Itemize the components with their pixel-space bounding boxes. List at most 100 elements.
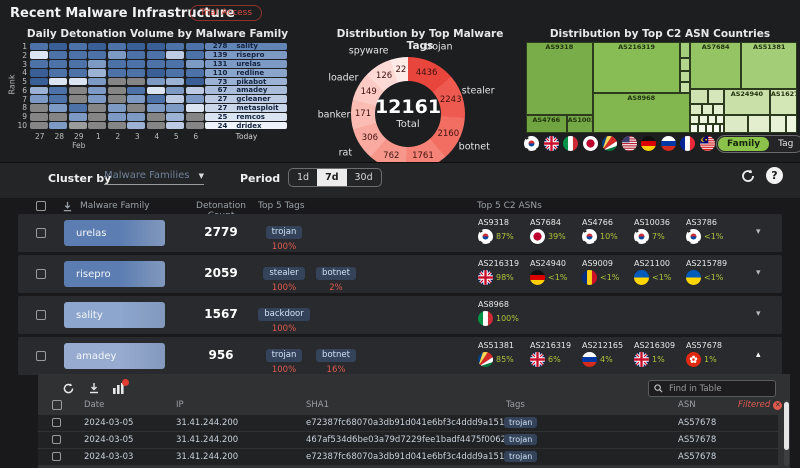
toggle-option-tag[interactable]: Tag xyxy=(778,139,794,149)
asn-name[interactable]: AS9318 xyxy=(478,218,509,227)
heatmap-cell[interactable] xyxy=(49,42,68,51)
heatmap-cell[interactable] xyxy=(127,42,146,51)
heatmap-cell[interactable] xyxy=(88,121,107,130)
asn-name[interactable]: AS21100 xyxy=(634,259,670,268)
asn-name[interactable]: AS24940 xyxy=(530,259,566,268)
treemap-block-as16276[interactable]: AS16276 xyxy=(769,89,797,115)
heatmap-cell[interactable] xyxy=(185,112,204,121)
heatmap-cell[interactable] xyxy=(88,112,107,121)
treemap-block[interactable] xyxy=(723,114,749,133)
heatmap-cell[interactable] xyxy=(127,60,146,68)
asn-name[interactable]: AS3786 xyxy=(686,218,717,227)
heatmap-cell[interactable] xyxy=(68,86,87,95)
family-row-urelas[interactable]: urelas 2779 trojan 100% AS9318 87% AS7684 39% AS… xyxy=(18,214,782,252)
heatmap-cell[interactable] xyxy=(146,121,165,130)
heatmap-cell[interactable] xyxy=(30,104,48,112)
heatmap-cell[interactable] xyxy=(107,77,126,86)
treemap-block-as7684[interactable]: AS7684 xyxy=(689,42,742,90)
heatmap-cell[interactable] xyxy=(127,95,146,103)
detail-row[interactable]: 2024-03-05 31.41.244.200 e72387fc68070a3db… xyxy=(38,415,778,431)
tag-chip[interactable]: trojan xyxy=(504,417,538,428)
cell-sha1[interactable]: e72387fc68070a3db91d041e6bf3c4ddd9a151ef xyxy=(306,452,513,462)
help-icon[interactable]: ? xyxy=(766,167,783,184)
treemap-block[interactable] xyxy=(712,103,724,115)
row-checkbox[interactable] xyxy=(36,310,46,320)
treemap-block[interactable] xyxy=(702,103,713,115)
heatmap-cell[interactable] xyxy=(68,68,87,77)
heatmap-cell[interactable] xyxy=(88,51,107,59)
heatmap-cell[interactable] xyxy=(30,121,48,130)
heatmap-cell[interactable] xyxy=(49,112,68,121)
row-checkbox[interactable] xyxy=(36,228,46,238)
expand-chevron-icon[interactable]: ▾ xyxy=(756,309,761,319)
heatmap-cell[interactable] xyxy=(68,60,87,68)
cell-sha1[interactable]: 467af534d6be03a79d7229fee1badf4475f00628 xyxy=(306,435,512,445)
heatmap-cell[interactable] xyxy=(30,51,48,59)
period-option-1d[interactable]: 1d xyxy=(297,172,310,183)
treemap-block[interactable] xyxy=(689,114,700,124)
detail-row[interactable]: 2024-03-03 31.41.244.200 e72387fc68070a3db… xyxy=(38,449,778,465)
heatmap-legend-item[interactable]: 131 urelas xyxy=(205,60,288,68)
heatmap-cell[interactable] xyxy=(127,77,146,86)
treemap-block[interactable] xyxy=(689,89,708,104)
heatmap-legend-item[interactable]: 110 redline xyxy=(205,69,288,77)
search-input[interactable] xyxy=(667,382,767,395)
cell-asn[interactable]: AS57678 xyxy=(678,418,717,428)
heatmap-cell[interactable] xyxy=(146,95,165,103)
tag-chip[interactable]: stealer xyxy=(263,266,305,280)
toggle-option-family[interactable]: Family xyxy=(718,137,770,151)
detail-download-icon[interactable] xyxy=(88,382,100,394)
expand-chevron-icon[interactable]: ▾ xyxy=(756,227,761,237)
tag-chip[interactable]: trojan xyxy=(504,434,538,445)
tag-chip[interactable]: trojan xyxy=(265,348,303,362)
heatmap-cell[interactable] xyxy=(68,104,87,112)
family-pill[interactable]: amadey xyxy=(64,343,165,369)
heatmap-cell[interactable] xyxy=(185,42,204,51)
treemap-block[interactable] xyxy=(769,114,787,133)
heatmap-cell[interactable] xyxy=(185,104,204,112)
treemap-block-as24940[interactable]: AS24940 xyxy=(723,89,770,115)
asn-name[interactable]: AS215789 xyxy=(686,259,728,268)
heatmap-cell[interactable] xyxy=(146,68,165,77)
row-checkbox[interactable] xyxy=(52,435,61,444)
treemap-block[interactable] xyxy=(705,123,713,133)
heatmap-cell[interactable] xyxy=(107,112,126,121)
cell-ip[interactable]: 31.41.244.200 xyxy=(176,435,239,445)
heatmap-cell[interactable] xyxy=(68,95,87,103)
heatmap-cell[interactable] xyxy=(185,86,204,95)
tag-chip[interactable]: trojan xyxy=(504,451,538,462)
family-row-risepro[interactable]: risepro 2059 stealer 100% botnet 2% AS216319 98… xyxy=(18,255,782,293)
family-row-sality[interactable]: sality 1567 backdoor 100% AS8968 100% ▾ xyxy=(18,296,782,334)
treemap-block[interactable] xyxy=(689,123,699,133)
heatmap-cell[interactable] xyxy=(30,77,48,86)
period-option-30d[interactable]: 30d xyxy=(354,172,373,183)
heatmap-cell[interactable] xyxy=(49,68,68,77)
expand-chevron-icon[interactable]: ▾ xyxy=(756,268,761,278)
heatmap-cell[interactable] xyxy=(127,68,146,77)
heatmap-cell[interactable] xyxy=(49,51,68,59)
heatmap-cell[interactable] xyxy=(30,86,48,95)
refresh-icon[interactable] xyxy=(740,168,756,184)
heatmap-cell[interactable] xyxy=(107,95,126,103)
heatmap-cell[interactable] xyxy=(68,112,87,121)
treemap-block[interactable] xyxy=(689,103,703,115)
treemap-block-as4766[interactable]: AS4766 xyxy=(526,114,567,133)
heatmap-cell[interactable] xyxy=(166,51,185,59)
family-row-amadey[interactable]: amadey 956 trojan 100% botnet 16% AS51381 85% AS… xyxy=(18,337,782,375)
asn-name[interactable]: AS10036 xyxy=(634,218,670,227)
heatmap-cell[interactable] xyxy=(88,104,107,112)
treemap-block-as10036[interactable]: AS10036 xyxy=(566,114,593,133)
heatmap-cell[interactable] xyxy=(107,86,126,95)
heatmap-cell[interactable] xyxy=(88,42,107,51)
heatmap-cell[interactable] xyxy=(166,68,185,77)
asn-name[interactable]: AS8968 xyxy=(478,300,509,309)
asn-filtered-indicator[interactable]: Filtered ✕ xyxy=(738,400,783,410)
heatmap-cell[interactable] xyxy=(127,112,146,121)
row-checkbox[interactable] xyxy=(36,269,46,279)
heatmap-cell[interactable] xyxy=(166,42,185,51)
tag-chip[interactable]: botnet xyxy=(316,266,356,280)
heatmap-cell[interactable] xyxy=(146,104,165,112)
heatmap-legend-item[interactable]: 27 metasploit xyxy=(205,104,288,112)
cluster-by-dropdown[interactable]: Malware Families ▼ xyxy=(104,170,204,185)
heatmap-cell[interactable] xyxy=(185,60,204,68)
